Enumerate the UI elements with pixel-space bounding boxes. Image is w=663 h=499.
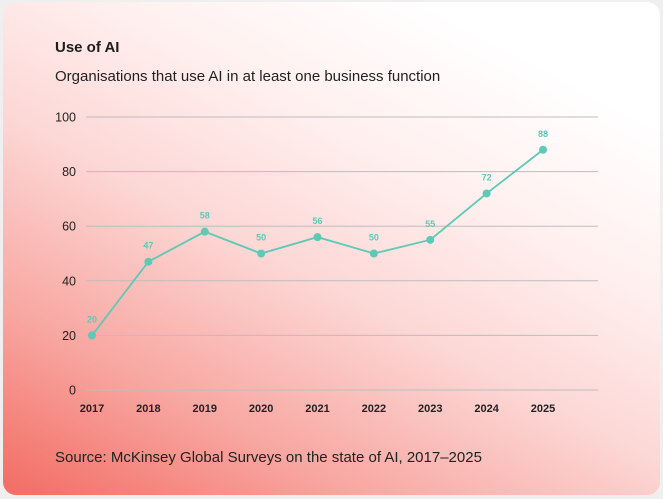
data-point (482, 189, 491, 198)
data-label: 50 (369, 233, 379, 243)
x-tick-label: 2020 (249, 403, 273, 415)
data-label: 72 (482, 172, 492, 182)
data-point (257, 249, 266, 258)
chart-source: Source: McKinsey Global Surveys on the s… (55, 449, 482, 466)
data-point (200, 227, 209, 236)
data-point (539, 145, 547, 154)
y-tick-label: 40 (62, 274, 76, 288)
chart-subtitle: Organisations that use AI in at least on… (55, 68, 441, 85)
data-label: 55 (425, 219, 435, 229)
data-point (426, 235, 435, 244)
x-tick-label: 2017 (80, 403, 104, 415)
x-tick-label: 2023 (418, 403, 442, 415)
data-label: 56 (312, 216, 322, 226)
x-tick-label: 2022 (362, 403, 386, 415)
data-label: 88 (538, 129, 548, 139)
data-point (144, 257, 153, 266)
x-tick-label: 2025 (531, 403, 555, 415)
y-tick-label: 60 (62, 220, 76, 234)
x-tick-label: 2024 (474, 403, 499, 415)
data-label: 20 (87, 314, 97, 324)
chart-card: Use of AI Organisations that use AI in a… (3, 2, 660, 495)
y-tick-label: 80 (62, 165, 76, 179)
x-tick-label: 2019 (193, 403, 217, 415)
data-label: 50 (256, 233, 266, 243)
y-tick-label: 100 (55, 111, 76, 125)
data-point (369, 249, 378, 258)
y-tick-label: 20 (62, 329, 76, 343)
y-tick-label: 0 (69, 384, 76, 398)
data-point (88, 331, 96, 340)
x-tick-label: 2021 (305, 403, 329, 415)
data-label: 58 (200, 211, 210, 221)
series-line (91, 149, 544, 336)
data-label: 47 (143, 241, 153, 251)
x-tick-label: 2018 (136, 403, 160, 415)
data-point (313, 233, 322, 242)
chart-title: Use of AI (55, 39, 120, 56)
